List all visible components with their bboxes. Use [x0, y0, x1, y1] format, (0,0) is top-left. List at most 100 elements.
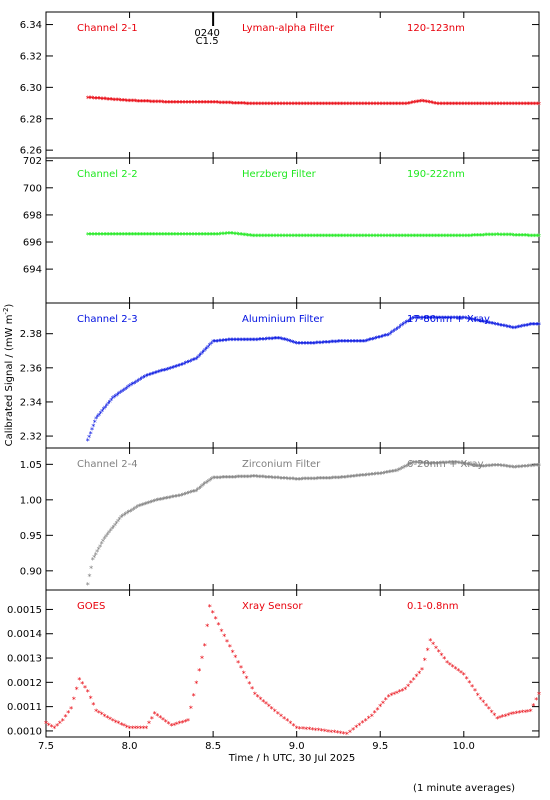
data-point: *: [181, 361, 185, 370]
data-point: *: [530, 232, 534, 241]
data-point: *: [422, 98, 426, 107]
data-point: *: [438, 233, 442, 242]
data-point: *: [241, 100, 245, 109]
data-point: *: [119, 721, 123, 730]
data-point: *: [304, 340, 308, 349]
y-tick-label: 0.0012: [7, 678, 42, 689]
data-point: *: [492, 231, 496, 240]
data-point: *: [347, 473, 351, 482]
data-point: *: [143, 373, 147, 382]
data-point: *: [406, 318, 410, 327]
data-point: *: [506, 101, 510, 110]
data-point: *: [331, 339, 335, 348]
data-point: *: [185, 490, 189, 499]
data-point: *: [362, 233, 366, 242]
data-point: *: [475, 101, 479, 110]
data-point: *: [277, 101, 281, 110]
data-point: *: [236, 474, 240, 483]
data-point: *: [134, 504, 138, 513]
data-point: *: [460, 233, 464, 242]
data-point: *: [308, 233, 312, 242]
data-point: *: [498, 714, 502, 723]
data-point: *: [239, 100, 243, 109]
data-point: *: [498, 322, 502, 331]
data-point: *: [176, 363, 180, 372]
data-point: *: [192, 692, 196, 701]
data-point: *: [419, 314, 423, 323]
data-point: *: [378, 233, 382, 242]
y-tick-label: 700: [23, 183, 42, 194]
data-point: *: [444, 314, 448, 323]
data-point: *: [156, 231, 160, 240]
data-point: *: [472, 232, 476, 241]
data-point: *: [90, 231, 94, 240]
data-point: *: [208, 99, 212, 108]
data-point: *: [525, 232, 529, 241]
data-point: *: [58, 720, 62, 729]
data-point: *: [448, 233, 452, 242]
data-point: *: [506, 463, 510, 472]
data-point: *: [434, 460, 438, 469]
data-point: *: [142, 98, 146, 107]
data-point: *: [359, 101, 363, 110]
data-point: *: [128, 97, 132, 106]
data-point: *: [217, 474, 221, 483]
data-point: *: [449, 459, 453, 468]
data-point: *: [175, 363, 179, 372]
data-point: *: [329, 475, 333, 484]
data-point: *: [510, 324, 514, 333]
data-point: *: [521, 463, 525, 472]
data-point: *: [510, 232, 514, 241]
data-point: *: [323, 475, 327, 484]
data-point: *: [390, 101, 394, 110]
data-point: *: [492, 321, 496, 330]
data-point: *: [219, 231, 223, 240]
data-point: *: [407, 461, 411, 470]
data-point: *: [268, 336, 272, 345]
data-point: *: [311, 233, 315, 242]
data-point: *: [99, 95, 103, 104]
data-point: *: [354, 101, 358, 110]
data-point: *: [61, 717, 65, 726]
data-point: *: [199, 231, 203, 240]
data-point: *: [281, 336, 285, 345]
data-point: *: [365, 472, 369, 481]
data-point: *: [172, 364, 176, 373]
data-point: *: [530, 101, 534, 110]
data-point: *: [536, 101, 540, 110]
data-point: *: [382, 333, 386, 342]
data-point: *: [363, 472, 367, 481]
data-point: *: [194, 487, 198, 496]
data-point: *: [354, 338, 358, 347]
data-point: *: [332, 339, 336, 348]
data-point: *: [243, 231, 247, 240]
data-point: *: [281, 233, 285, 242]
data-point: *: [507, 232, 511, 241]
data-point: *: [380, 101, 384, 110]
data-point: *: [130, 507, 134, 516]
data-point: *: [283, 475, 287, 484]
data-point: *: [507, 324, 511, 333]
data-point: *: [271, 233, 275, 242]
data-point: *: [228, 474, 232, 483]
data-point: *: [256, 473, 260, 482]
data-point: *: [526, 708, 530, 717]
data-point: *: [516, 101, 520, 110]
data-point: *: [465, 101, 469, 110]
data-point: *: [211, 609, 215, 618]
data-point: *: [267, 703, 271, 712]
data-point: *: [90, 426, 94, 435]
data-point: *: [113, 231, 117, 240]
data-point: *: [335, 233, 339, 242]
data-point: *: [384, 233, 388, 242]
data-point: *: [305, 233, 309, 242]
data-point: *: [453, 665, 457, 674]
data-point: *: [460, 101, 464, 110]
data-point: *: [95, 231, 99, 240]
data-point: *: [281, 101, 285, 110]
data-point: *: [172, 493, 176, 502]
data-point: *: [370, 336, 374, 345]
data-point: *: [476, 463, 480, 472]
data-point: *: [357, 472, 361, 481]
